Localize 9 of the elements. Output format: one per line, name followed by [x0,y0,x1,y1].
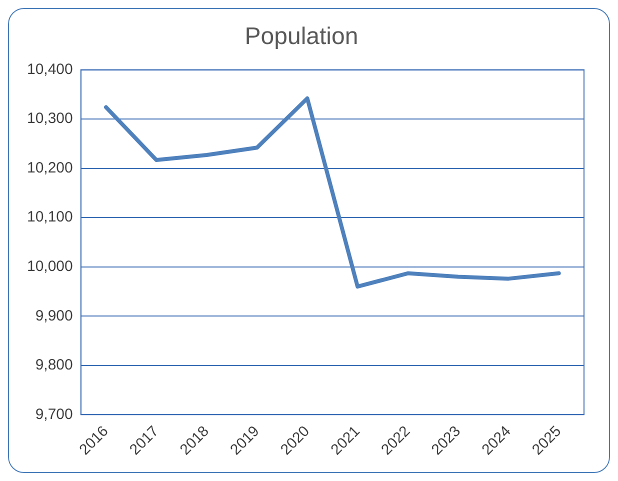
y-tick-label: 10,000 [26,258,73,276]
chart-title: Population [244,23,358,50]
y-tick-label: 9,700 [35,406,73,423]
y-tick-label: 10,100 [26,208,73,226]
y-tick-label: 9,800 [35,356,73,374]
y-tick-label: 9,900 [35,307,73,324]
y-tick-label: 10,300 [26,110,73,128]
y-tick-label: 10,400 [26,60,73,78]
y-tick-label: 10,200 [26,159,73,176]
